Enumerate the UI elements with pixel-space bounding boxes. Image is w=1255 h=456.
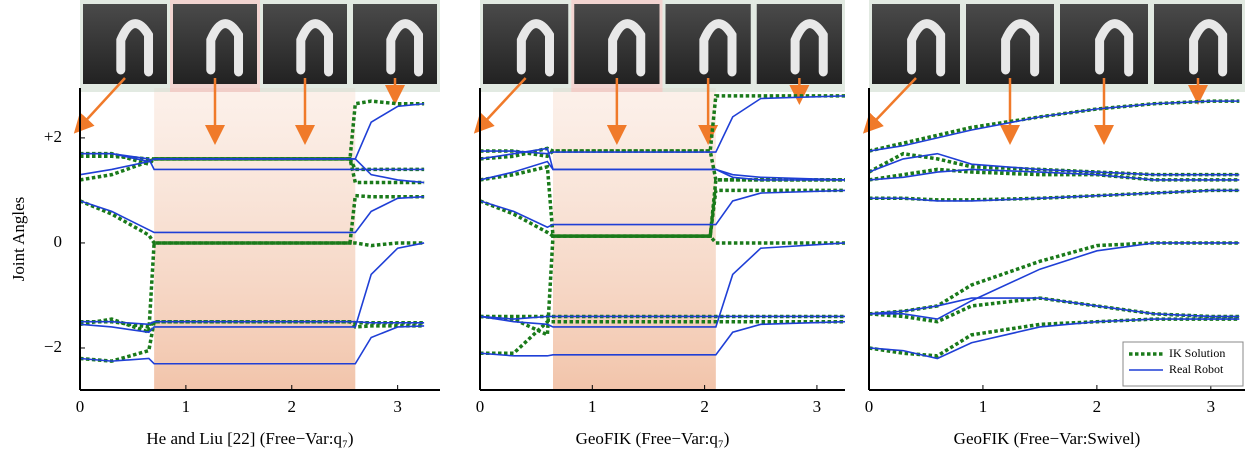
x-tick-label: 3 — [813, 397, 822, 416]
x-tick-label: 1 — [979, 397, 988, 416]
x-tick-label: 1 — [182, 397, 191, 416]
x-tick-label: 3 — [1207, 397, 1216, 416]
axis-title: He and Liu [22] (Free−Var:q₇) — [146, 429, 353, 448]
robot-line — [869, 190, 1239, 201]
highlight-band — [154, 88, 355, 390]
ik-line — [869, 298, 1239, 322]
y-axis-label: Joint Angles — [9, 197, 28, 282]
robot-line — [869, 101, 1239, 151]
y-tick-label: +2 — [44, 127, 62, 146]
x-tick-label: 0 — [476, 397, 485, 416]
y-tick-label: −2 — [44, 337, 62, 356]
x-tick-label: 0 — [865, 397, 874, 416]
x-tick-label: 2 — [700, 397, 709, 416]
x-tick-label: 0 — [76, 397, 85, 416]
ik-line — [869, 101, 1239, 151]
x-tick-label: 3 — [393, 397, 402, 416]
x-tick-label: 2 — [1093, 397, 1102, 416]
axis-title: GeoFIK (Free−Var:Swivel) — [954, 429, 1141, 448]
figure: +2 0 −2 0 1 2 3 He and Liu [22] (Free−Var:q₇) Jo… — [0, 0, 1255, 456]
legend-label: IK Solution — [1169, 346, 1225, 360]
axis-title: GeoFIK (Free−Var:q₇) — [576, 429, 730, 448]
legend-label: Real Robot — [1169, 362, 1224, 376]
x-tick-label: 1 — [588, 397, 597, 416]
page: +2 0 −2 0 1 2 3 He and Liu [22] (Free−Var:q₇) Jo… — [0, 0, 1255, 456]
highlight-band — [553, 88, 716, 390]
y-tick-label: 0 — [54, 232, 63, 251]
x-tick-label: 2 — [288, 397, 297, 416]
ik-line — [869, 243, 1239, 314]
